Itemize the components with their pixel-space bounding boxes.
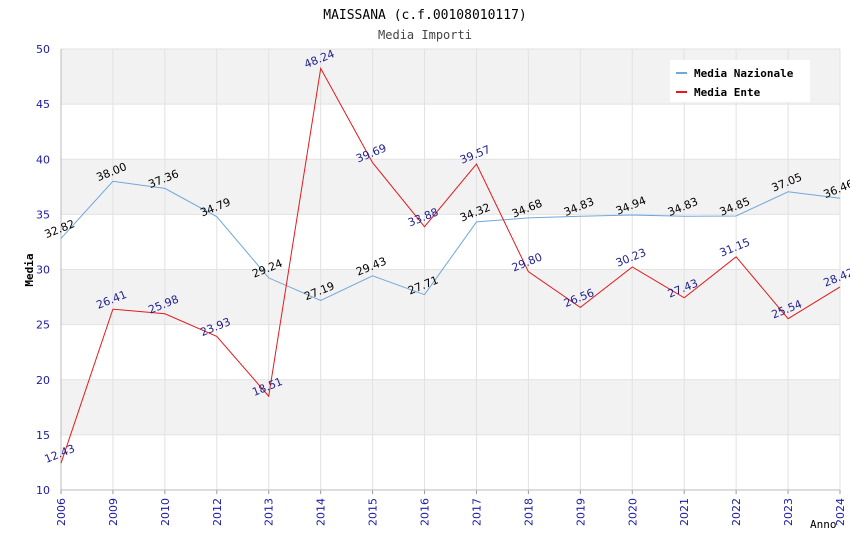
plot-band [61, 214, 840, 270]
series-line-media-ente [60, 66, 841, 464]
plot-band [61, 269, 840, 325]
x-tick-label: 2016 [419, 498, 432, 526]
x-tick-label: 2015 [367, 498, 380, 526]
legend-box [670, 60, 810, 102]
y-tick-label: 45 [36, 98, 50, 111]
x-tick-label: 2012 [211, 498, 224, 526]
chart-title: MAISSANA (c.f.00108010117) [323, 8, 527, 23]
x-tick-label: 2009 [107, 498, 120, 526]
y-tick-label: 35 [36, 208, 50, 221]
legend-label: Media Nazionale [694, 67, 794, 80]
y-tick-label: 15 [36, 429, 50, 442]
y-tick-label: 40 [36, 153, 50, 166]
x-tick-label: 2024 [834, 498, 847, 526]
x-axis-label: Anno [810, 518, 837, 531]
x-tick-label: 2010 [159, 498, 172, 526]
x-tick-label: 2023 [782, 498, 795, 526]
plot-bands [61, 49, 840, 490]
series-lines [60, 66, 841, 464]
y-tick-label: 50 [36, 43, 50, 56]
y-tick-label: 30 [36, 264, 50, 277]
plot-band [61, 379, 840, 435]
plot-band [61, 104, 840, 160]
x-tick-label: 2006 [55, 498, 68, 526]
axes: 10 15 20 25 30 35 40 45 50 2006 2009 2010 2012 2013 20… [36, 43, 847, 526]
x-tick-label: 2022 [730, 498, 743, 526]
chart-subtitle: Media Importi [378, 28, 472, 42]
x-tick-label: 2019 [574, 498, 587, 526]
legend: Media Nazionale Media Ente [670, 60, 810, 102]
x-tick-label: 2021 [678, 498, 691, 526]
plot-band [61, 434, 840, 490]
plot-band [61, 159, 840, 215]
y-tick-label: 10 [36, 484, 50, 497]
x-tick-label: 2013 [263, 498, 276, 526]
series-line-media-nazionale [60, 180, 841, 302]
y-axis-label: Media [23, 253, 36, 286]
x-tick-label: 2017 [470, 498, 483, 526]
legend-label: Media Ente [694, 86, 761, 99]
plot-band [61, 324, 840, 380]
y-tick-label: 25 [36, 319, 50, 332]
x-tick-label: 2018 [522, 498, 535, 526]
x-tick-label: 2020 [626, 498, 639, 526]
y-tick-label: 20 [36, 374, 50, 387]
x-tick-label: 2014 [315, 498, 328, 526]
